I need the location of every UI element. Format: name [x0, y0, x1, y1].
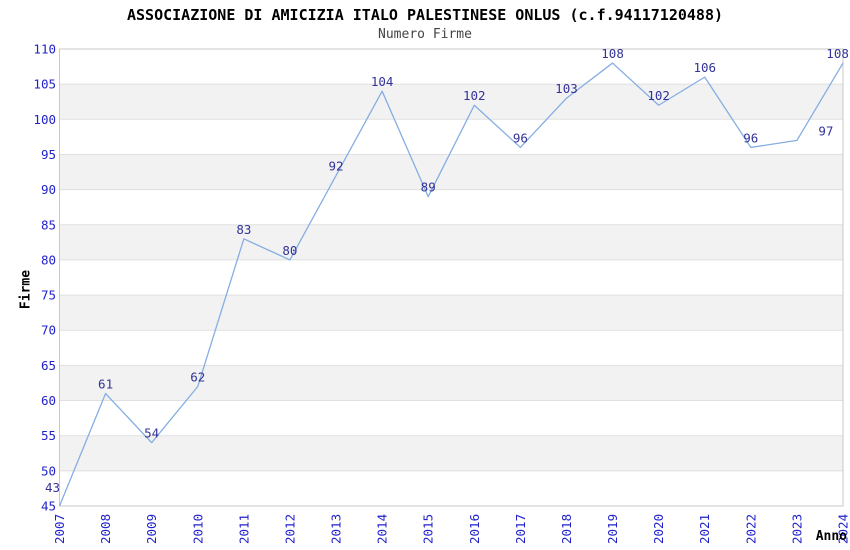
- grid-band: [59, 365, 843, 401]
- point-value-label: 89: [421, 180, 436, 195]
- y-tick-label: 90: [41, 182, 56, 197]
- point-value-label: 106: [693, 60, 716, 75]
- x-tick-label: 2009: [144, 514, 159, 544]
- y-tick-label: 110: [33, 42, 56, 57]
- x-tick-label: 2019: [605, 514, 620, 544]
- point-value-label: 96: [743, 130, 758, 145]
- y-tick-label: 80: [41, 252, 56, 267]
- point-value-label: 62: [190, 369, 205, 384]
- point-value-label: 92: [328, 159, 343, 174]
- point-value-label: 97: [818, 123, 833, 138]
- point-value-label: 103: [555, 81, 578, 96]
- y-tick-label: 55: [41, 428, 56, 443]
- point-value-label: 83: [236, 222, 251, 237]
- y-tick-label: 95: [41, 147, 56, 162]
- grid-band: [59, 295, 843, 331]
- point-value-label: 43: [45, 480, 60, 495]
- grid-band: [59, 224, 843, 260]
- point-value-label: 108: [826, 46, 849, 61]
- x-tick-label: 2014: [375, 514, 390, 544]
- point-value-label: 96: [513, 130, 528, 145]
- x-tick-label: 2024: [836, 514, 850, 544]
- point-value-label: 108: [601, 46, 624, 61]
- x-tick-label: 2007: [52, 514, 67, 544]
- chart-title: ASSOCIAZIONE DI AMICIZIA ITALO PALESTINE…: [126, 6, 724, 24]
- x-tick-label: 2021: [697, 514, 712, 544]
- x-tick-label: 2017: [513, 514, 528, 544]
- x-tick-label: 2013: [329, 514, 344, 544]
- plot-border: [59, 48, 844, 507]
- x-tick-label: 2011: [236, 514, 251, 544]
- x-tick-label: 2022: [743, 514, 758, 544]
- point-value-label: 80: [282, 243, 297, 258]
- x-tick-label: 2010: [190, 514, 205, 544]
- x-tick-label: 2015: [421, 514, 436, 544]
- point-value-label: 102: [647, 88, 670, 103]
- series-line: [58, 62, 844, 507]
- y-tick-label: 60: [41, 393, 56, 408]
- y-tick-label: 85: [41, 217, 56, 232]
- point-value-label: 104: [371, 74, 394, 89]
- y-tick-label: 105: [33, 77, 56, 92]
- x-tick-label: 2023: [789, 514, 804, 544]
- x-tick-label: 2018: [559, 514, 574, 544]
- x-axis-title: Anno: [815, 529, 847, 544]
- grid-band: [59, 84, 843, 120]
- y-tick-label: 65: [41, 358, 56, 373]
- y-axis-title: Firme: [18, 269, 34, 310]
- grid-band: [59, 154, 843, 190]
- x-tick-label: 2008: [98, 514, 113, 544]
- y-tick-label: 75: [41, 288, 56, 303]
- y-tick-label: 50: [41, 463, 56, 478]
- y-tick-label: 70: [41, 323, 56, 338]
- grid-band: [59, 435, 843, 471]
- point-value-label: 61: [98, 377, 113, 392]
- x-tick-label: 2012: [282, 514, 297, 544]
- x-tick-label: 2020: [651, 514, 666, 544]
- y-tick-label: 100: [33, 112, 56, 127]
- point-value-label: 54: [144, 426, 159, 441]
- y-tick-label: 45: [41, 499, 56, 514]
- point-value-label: 102: [463, 88, 486, 103]
- x-tick-label: 2016: [467, 514, 482, 544]
- chart-subtitle: Numero Firme: [378, 27, 472, 42]
